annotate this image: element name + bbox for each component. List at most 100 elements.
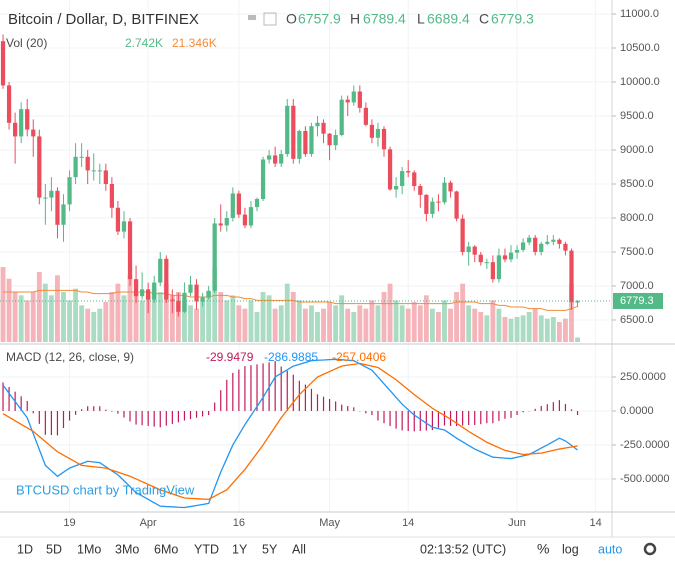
candle-body <box>127 221 133 280</box>
candle-body <box>121 221 127 232</box>
candle-body <box>502 255 508 260</box>
candle-body <box>291 105 296 159</box>
volume-bar <box>466 305 472 342</box>
menu-icon[interactable] <box>248 15 256 20</box>
volume-bar <box>266 295 272 342</box>
candle-body <box>285 105 290 155</box>
range-button[interactable]: 5Y <box>262 542 278 556</box>
y-tick-label: -250.0000 <box>620 439 670 451</box>
range-button[interactable]: 6Mo <box>154 542 178 556</box>
ohlc-value: 6689.4 <box>427 11 470 27</box>
volume-bar <box>278 305 284 342</box>
volume-bar <box>345 308 351 342</box>
x-tick-label: 14 <box>590 517 602 529</box>
candle-body <box>146 289 151 300</box>
y-tick-label: 7500.0 <box>620 246 654 258</box>
log-toggle[interactable]: log <box>562 542 579 556</box>
macd-legend: MACD (12, 26, close, 9) <box>6 350 134 364</box>
settings-icon[interactable] <box>263 12 277 26</box>
candle-body <box>55 190 60 225</box>
volume-bar <box>514 317 520 342</box>
volume-bar <box>563 318 568 342</box>
candle-body <box>309 126 314 155</box>
y-tick-label: 8000.0 <box>620 212 654 224</box>
macd-signal-value: -257.0406 <box>332 350 386 364</box>
volume-bar <box>454 292 459 342</box>
candle-body <box>514 249 520 253</box>
volume-bar <box>91 312 97 342</box>
range-button[interactable]: 1Mo <box>77 542 101 556</box>
candle-body <box>61 204 66 225</box>
volume-bar <box>12 292 18 342</box>
candle-body <box>406 171 411 173</box>
range-button[interactable]: 3Mo <box>115 542 139 556</box>
volume-bar <box>490 300 496 342</box>
candle-body <box>539 243 544 252</box>
volume-bar <box>18 295 24 342</box>
volume-bar <box>254 312 260 342</box>
candle-body <box>563 243 568 251</box>
candle-body <box>454 191 459 219</box>
ohlc-letter: O <box>286 11 297 27</box>
candle-body <box>164 258 169 300</box>
volume-bar <box>61 292 66 342</box>
x-tick-label: 19 <box>63 517 75 529</box>
volume-ma-line <box>3 289 578 311</box>
candle-body <box>31 129 36 137</box>
macd-macd-line <box>2 358 578 509</box>
volume-bar <box>387 283 393 342</box>
candle-body <box>363 107 368 125</box>
candle-body <box>188 284 193 293</box>
range-button[interactable]: YTD <box>194 542 219 556</box>
volume-bar <box>375 305 381 342</box>
volume-bar <box>436 312 441 342</box>
volume-bar <box>333 305 339 342</box>
candle-body <box>37 136 42 198</box>
volume-bar <box>321 308 326 342</box>
volume-bar <box>212 267 218 342</box>
volume-bar <box>236 305 242 342</box>
volume-bar <box>369 300 375 342</box>
candle-body <box>357 91 362 108</box>
volume-bar <box>85 308 91 342</box>
volume-bar <box>175 292 181 342</box>
range-button[interactable]: All <box>292 542 306 556</box>
candle-body <box>218 223 223 226</box>
range-button[interactable]: 5D <box>46 542 62 556</box>
candle-body <box>400 171 405 187</box>
volume-bar <box>200 300 206 342</box>
y-tick-label: 8500.0 <box>620 178 654 190</box>
candle-body <box>133 279 139 297</box>
candle-body <box>448 182 453 192</box>
x-tick-label: May <box>319 517 340 529</box>
candle-body <box>200 297 205 302</box>
percent-toggle[interactable]: % <box>537 541 549 557</box>
candle-body <box>430 201 435 214</box>
volume-bar <box>127 275 133 342</box>
candle-body <box>260 159 266 199</box>
candle-body <box>242 214 248 226</box>
candle-body <box>490 262 495 280</box>
volume-bar <box>260 292 266 342</box>
y-tick-label: 10500.0 <box>620 42 660 54</box>
volume-bar <box>556 322 562 342</box>
candle-body <box>25 109 30 130</box>
candle-body <box>520 242 526 250</box>
volume-bar <box>423 295 429 342</box>
ohlc-value: 6789.4 <box>363 11 406 27</box>
auto-toggle[interactable]: auto <box>598 542 622 556</box>
volume-legend: Vol (20) <box>6 36 47 50</box>
volume-bar <box>194 308 199 342</box>
candle-body <box>436 201 441 203</box>
y-tick-label: 7000.0 <box>620 280 654 292</box>
candle-body <box>158 258 163 283</box>
range-button[interactable]: 1Y <box>232 542 248 556</box>
candle-body <box>273 155 278 164</box>
watermark[interactable]: BTCUSD chart by TradingView <box>16 482 195 497</box>
volume-bar <box>472 308 478 342</box>
range-button[interactable]: 1D <box>17 542 33 556</box>
y-tick-label: 9500.0 <box>620 110 654 122</box>
settings-gear[interactable] <box>643 542 657 556</box>
candle-body <box>19 109 24 137</box>
